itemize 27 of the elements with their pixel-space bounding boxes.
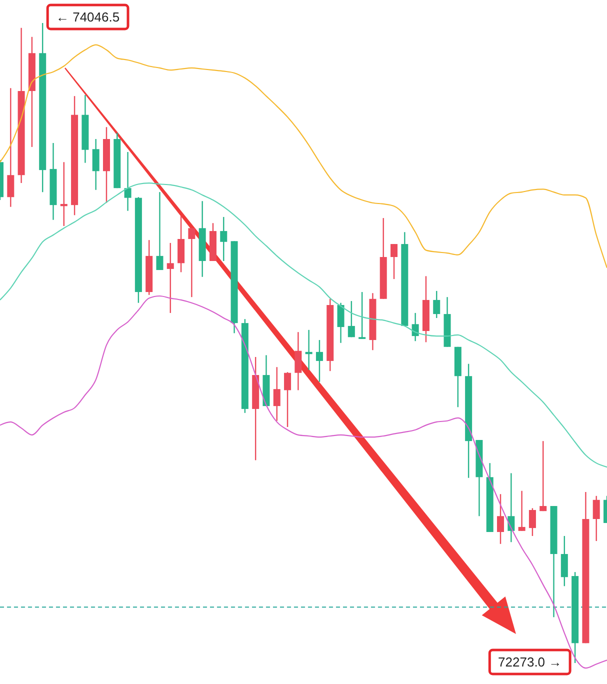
candlestick [560,535,568,587]
candlestick [284,372,292,428]
candlestick [358,291,366,340]
candlestick [60,162,68,227]
annotation: 72273.0 → [498,654,562,670]
candlestick [592,495,600,542]
candlestick [305,329,312,371]
candlestick [294,331,302,391]
candlestick [497,494,504,545]
candlestick [528,508,536,537]
candlestick [7,88,14,208]
candlestick [348,300,355,338]
candlestick [390,243,398,280]
candlestick [273,366,280,422]
candlestick [518,490,526,532]
candlestick [540,440,547,512]
candlestick [124,151,132,212]
candlestick [337,302,344,344]
candlestick [156,191,164,271]
annotation: ← 74046.5 [56,10,120,24]
candlestick [92,138,100,190]
candlestick [188,228,196,298]
candlestick [316,339,323,382]
candlestick [166,242,174,314]
candlestick [433,290,440,319]
candlestick [412,312,419,342]
candlestick [220,216,228,262]
